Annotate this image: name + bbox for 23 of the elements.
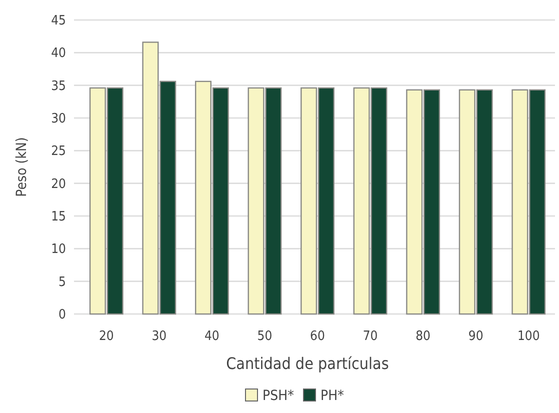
y-tick-label: 5 — [58, 274, 66, 290]
x-tick-label: 60 — [310, 329, 325, 344]
y-axis-title: Peso (kN) — [14, 137, 30, 197]
y-tick-label: 25 — [51, 144, 66, 160]
x-tick-label: 70 — [362, 329, 378, 344]
x-tick-label: 100 — [517, 329, 540, 344]
x-tick-label: 90 — [468, 329, 484, 344]
y-tick-label: 10 — [51, 242, 66, 258]
legend-label: PH* — [320, 388, 344, 404]
y-tick-label: 40 — [51, 46, 66, 62]
y-tick-label: 0 — [58, 308, 66, 323]
y-tick-label: 30 — [51, 112, 66, 127]
y-tick-label: 45 — [51, 14, 66, 29]
x-axis-title: Cantidad de partículas — [226, 354, 389, 373]
y-tick-label: 15 — [51, 210, 66, 225]
y-tick-label: 35 — [51, 78, 66, 94]
x-tick-label: 30 — [152, 329, 167, 344]
legend-label: PSH* — [262, 388, 294, 404]
x-tick-label: 50 — [257, 329, 272, 344]
x-tick-label: 40 — [204, 329, 220, 344]
y-tick-label: 20 — [51, 176, 66, 192]
x-tick-label: 20 — [98, 329, 114, 344]
x-tick-label: 80 — [416, 329, 430, 344]
